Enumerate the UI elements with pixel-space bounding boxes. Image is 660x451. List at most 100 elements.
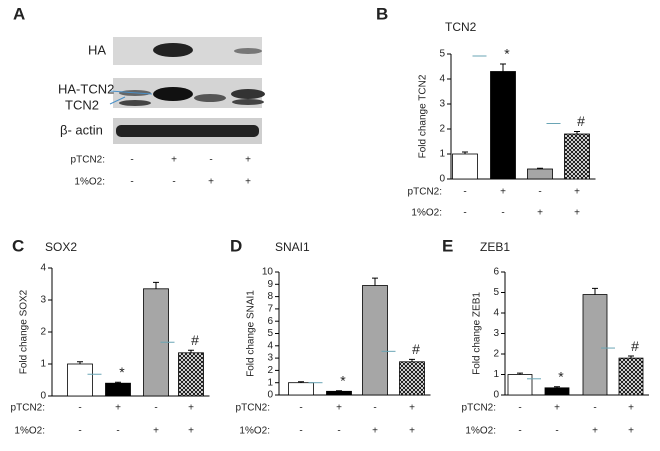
panel-label: D [230,236,242,255]
condition-sign: + [372,426,378,437]
annotation: * [558,369,564,385]
condition-sign: - [463,187,466,198]
annotation: * [340,372,346,388]
band-label: HA-TCN2 [58,81,114,96]
error-bar [537,167,543,169]
error-bar [153,281,159,289]
condition-label: pTCN2: [71,155,105,166]
y-tick-label: 4 [493,308,499,319]
condition-sign: + [245,177,251,188]
condition-sign: - [130,155,133,166]
condition-sign: - [538,187,541,198]
bar [178,352,204,397]
condition-sign: + [336,403,342,414]
condition-sign: - [373,403,376,414]
y-tick-label: 5 [493,287,499,298]
y-axis-label: Fold change SOX2 [19,289,30,374]
y-tick-label: 9 [267,279,273,290]
error-bar [517,372,523,375]
y-tick-label: 2 [439,124,445,135]
y-tick-label: 7 [267,304,273,315]
condition-sign: + [574,208,580,219]
condition-sign: - [555,426,558,437]
condition-sign: - [154,403,157,414]
condition-sign: + [574,187,580,198]
band-label: HA [88,42,106,57]
y-tick-label: 3 [493,328,499,339]
condition-sign: + [188,426,194,437]
y-axis-label: Fold change SNAI1 [246,290,257,377]
condition-sign: + [153,426,159,437]
band [194,94,226,102]
error-bar [298,381,304,383]
condition-sign: - [299,426,302,437]
panel-label: A [13,4,25,23]
y-tick-label: 1 [493,369,499,380]
arrow [109,96,126,105]
bar [362,285,388,396]
condition-label: 1%O2: [74,177,105,188]
condition-sign: + [592,426,598,437]
condition-label: pTCN2: [236,403,270,414]
y-tick-label: 5 [267,328,273,339]
chart-title: ZEB1 [480,240,510,254]
y-tick-label: 5 [439,49,445,60]
error-bar [77,361,83,364]
arrow [109,90,153,95]
condition-sign: + [208,177,214,188]
y-tick-label: 6 [267,316,273,327]
condition-sign: - [78,403,81,414]
y-axis-label: Fold change TCN2 [418,74,429,158]
error-bar [188,349,194,353]
band [153,43,193,57]
blot-panel [109,37,265,144]
y-tick-label: 3 [439,99,445,110]
condition-label: 1%O2: [14,426,45,437]
band-label: β- actin [60,122,103,137]
annotation: # [577,113,585,129]
condition-sign: + [537,208,543,219]
y-tick-label: 2 [267,365,273,376]
condition-sign: + [554,403,560,414]
condition-label: pTCN2: [11,403,45,414]
y-tick-label: 10 [262,267,274,278]
error-bar [554,386,560,388]
error-bar [409,358,415,362]
condition-sign: - [337,426,340,437]
condition-sign: + [409,426,415,437]
annotation: * [119,364,125,380]
condition-sign: + [409,403,415,414]
bar [507,374,533,396]
bar [67,363,93,397]
bar [582,294,608,396]
bar [490,71,516,180]
error-bar [592,287,598,295]
condition-sign: + [628,426,634,437]
error-bar [372,277,378,286]
error-bar [500,63,506,72]
error-bar [336,390,342,392]
condition-label: pTCN2: [408,187,442,198]
chart-title: SNAI1 [275,240,310,254]
bar [564,133,590,180]
y-tick-label: 0 [40,391,46,402]
panel-label: E [442,236,453,255]
chart-title: SOX2 [45,240,77,254]
condition-label: pTCN2: [462,403,496,414]
chart-title: TCN2 [445,20,477,34]
condition-label: 1%O2: [239,426,270,437]
annotation: # [191,332,199,348]
condition-sign: - [209,155,212,166]
panel-label: B [376,4,388,23]
condition-sign: - [299,403,302,414]
bar [527,168,553,180]
condition-label: 1%O2: [411,208,442,219]
condition-sign: + [500,187,506,198]
condition-sign: - [116,426,119,437]
y-tick-label: 6 [493,267,499,278]
y-tick-label: 4 [267,340,273,351]
y-tick-label: 0 [493,390,499,401]
bar [618,357,644,396]
annotation: # [631,338,639,354]
